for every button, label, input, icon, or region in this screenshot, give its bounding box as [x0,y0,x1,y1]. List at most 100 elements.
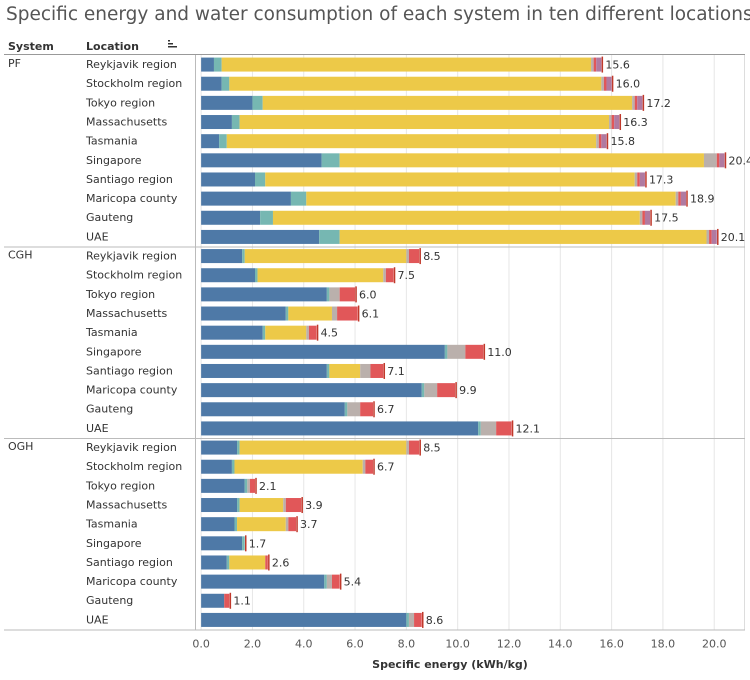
bar-segment [408,440,420,455]
bar-segment [201,268,256,283]
location-label: Stockholm region [86,460,182,473]
bar-segment [344,402,348,417]
system-label: PF [8,57,21,70]
bar-segment [414,612,422,627]
bar-segment [265,172,635,187]
location-label: Reykjavik region [86,58,177,71]
total-value-label: 3.7 [300,518,318,531]
bar-segment [360,363,371,378]
bar-segment [201,421,479,436]
bar-segment [593,57,597,72]
bar-segment [601,76,604,91]
bar-segment [201,593,225,608]
location-label: Tasmania [85,135,138,148]
bar-segment [639,210,643,225]
location-label: Reykjavik region [86,441,177,454]
bar-segment [424,383,438,398]
x-tick-label: 20.0 [702,638,727,651]
x-tick-label: 10.0 [445,638,470,651]
bar-segment [201,306,286,321]
location-column-header[interactable]: Location [86,40,139,53]
bar-segment [234,517,238,532]
bar-segment [221,76,230,91]
total-value-label: 8.5 [423,442,441,455]
bar-segment [331,306,338,321]
bar-segment [226,134,597,149]
bar-segment [255,268,258,283]
bar-segment [465,344,484,359]
bar-segment [239,115,610,130]
bar-segment [231,459,235,474]
bar-segment [408,612,415,627]
bar-segment [703,153,717,168]
bar-segment [598,134,602,149]
bar-segment [639,172,645,187]
bar-segment [601,134,607,149]
bar-segment [201,210,261,225]
bar-segment [329,363,361,378]
total-value-label: 5.4 [344,576,362,589]
bar-segment [339,287,356,302]
bar-segment [262,325,266,340]
bar-segment [244,249,407,264]
bar-segment [326,574,332,589]
x-tick-label: 14.0 [548,638,573,651]
bar-segment [596,134,599,149]
bar-segment [260,210,273,225]
total-value-label: 7.5 [398,269,416,282]
bar-segment [339,229,707,244]
sort-descending-icon[interactable] [168,39,178,52]
total-value-label: 8.5 [423,250,441,263]
bar-segment [226,555,230,570]
bar-segment [290,191,307,206]
x-tick-label: 8.0 [398,638,416,651]
bar-segment [385,268,394,283]
location-label: Massachusetts [86,115,168,128]
bar-segment [201,402,345,417]
bar-segment [201,344,445,359]
bar-segment [201,287,327,302]
bar-segment [437,383,456,398]
x-tick-label: 12.0 [497,638,522,651]
bar-segment [632,95,635,110]
bar-segment [370,363,384,378]
bar-segment [237,440,240,455]
bar-segment [201,612,407,627]
bar-segment [365,459,374,474]
bar-segment [716,153,720,168]
location-label: Gauteng [86,211,133,224]
total-value-label: 2.1 [259,480,277,493]
location-label: Maricopa county [86,575,178,588]
total-value-label: 6.0 [359,288,377,301]
total-value-label: 7.1 [387,365,405,378]
total-value-label: 18.9 [690,193,715,206]
total-value-label: 17.2 [646,97,671,110]
bar-segment [680,191,686,206]
location-label: Tokyo region [85,96,155,109]
bar-segment [262,95,633,110]
bar-segment [201,459,232,474]
x-axis-title: Specific energy (kWh/kg) [372,658,528,671]
location-label: Santiago region [86,556,173,569]
system-column-header[interactable]: System [8,40,54,53]
location-label: Stockholm region [86,269,182,282]
bar-segment [447,344,466,359]
bar-segment [249,478,256,493]
bar-segment [609,115,612,130]
bar-segment [283,498,286,513]
bar-segment [201,191,291,206]
location-label: Santiago region [86,173,173,186]
bar-segment [329,287,340,302]
bar-segment [478,421,481,436]
bar-segment [255,172,266,187]
bar-segment [637,172,640,187]
bar-segment [242,536,245,551]
location-label: UAE [86,422,109,435]
bar-segment [257,268,384,283]
location-label: Tokyo region [85,479,155,492]
location-label: Singapore [86,345,142,358]
bar-segment [308,325,317,340]
bar-segment [201,440,238,455]
x-tick-label: 0.0 [192,638,210,651]
bar-segment [242,249,245,264]
